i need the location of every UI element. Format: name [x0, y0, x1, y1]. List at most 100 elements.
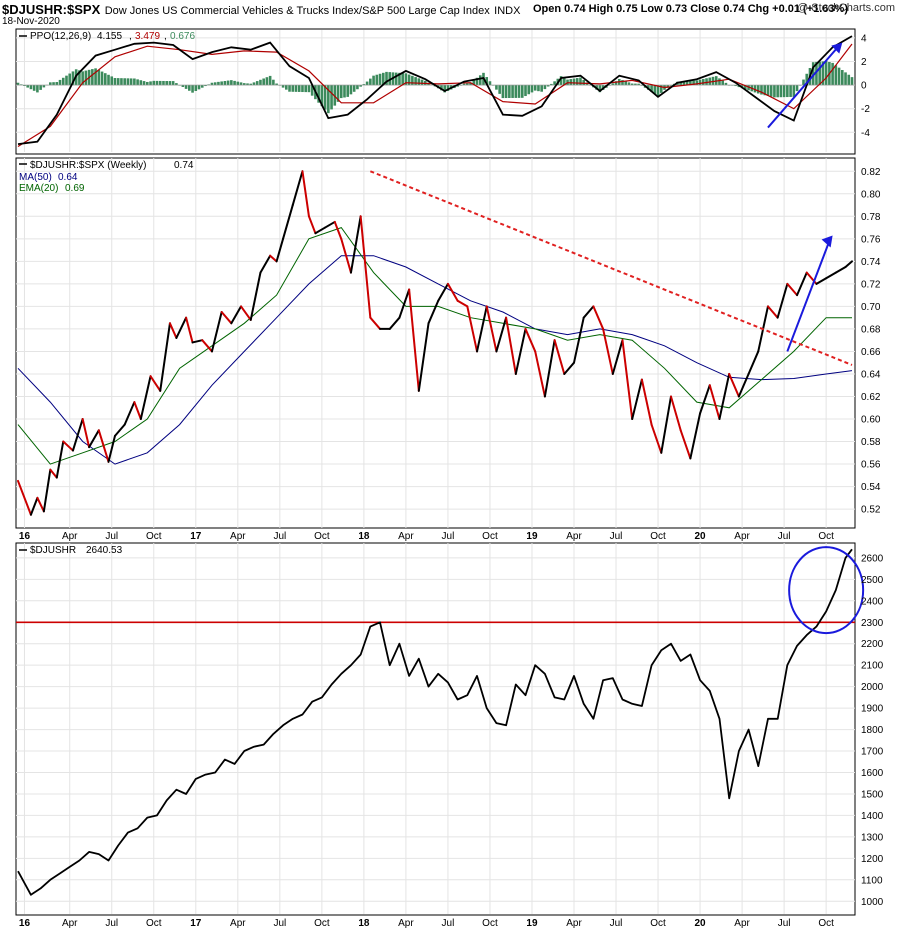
ratio-price-segment [71, 418, 84, 452]
ratio-price-segment [107, 434, 116, 463]
ratio-price-segment [168, 322, 178, 339]
y-tick-label: 1200 [861, 854, 884, 865]
ratio-price-segment [324, 220, 336, 229]
ratio-price-segment [220, 311, 233, 325]
ratio-price-segment [446, 282, 459, 302]
ratio-panel-frame [15, 157, 856, 529]
ppo-histogram-bar [139, 80, 143, 86]
y-tick-label: 2100 [861, 661, 884, 672]
ratio-price-segment [408, 288, 420, 392]
ppo-histogram-bar [346, 85, 350, 97]
ratio-price-segment [437, 282, 449, 302]
ppo-histogram-bar [68, 73, 72, 86]
ratio-price-segment [427, 299, 440, 325]
ratio-price-segment [718, 372, 731, 421]
ppo-histogram-bar [97, 69, 101, 86]
ppo-histogram-bar [275, 83, 278, 86]
x-tick-label: Oct [818, 918, 834, 929]
ppo-histogram-bar [252, 82, 256, 86]
ppo-histogram-bar [543, 85, 547, 90]
x-tick-label: Jul [442, 918, 455, 929]
low-label: Low [640, 3, 663, 15]
ppo-histogram-bar [718, 78, 721, 86]
chart-header: $DJUSHR:$SPX Dow Jones US Commercial Veh… [2, 1, 898, 17]
ma50-line [17, 255, 853, 465]
ppo-histogram-bar [158, 80, 162, 86]
ppo-histogram-bar [721, 80, 724, 86]
ppo-histogram-bar [146, 81, 149, 86]
ratio-price-segment [534, 350, 546, 398]
ratio-price-segment [466, 305, 479, 353]
ppo-histogram-bar [123, 78, 126, 86]
ratio-price-segment [398, 288, 411, 319]
ppo-histogram-bar [120, 78, 123, 86]
ppo-histogram-bar [611, 83, 615, 86]
ppo-histogram-bar [301, 85, 304, 93]
x-tick-label: 19 [526, 531, 538, 542]
y-tick-label: 0.58 [861, 437, 881, 448]
ratio-price-segment [766, 305, 779, 319]
ppo-histogram-bar [805, 73, 809, 86]
ppo-histogram-bar [116, 78, 120, 86]
y-tick-label: 0.60 [861, 415, 881, 426]
ppo-histogram-bar [569, 79, 573, 86]
ppo-histogram-bar [698, 79, 702, 86]
y-tick-label: 0.68 [861, 324, 881, 335]
ppo-histogram-bar [162, 80, 165, 86]
ppo-histogram-bar [634, 83, 637, 86]
ratio-price-segment [505, 316, 517, 375]
ratio-price-segment [844, 260, 853, 268]
ppo-histogram-bar [356, 85, 359, 90]
ppo-histogram-bar [747, 85, 750, 91]
breakout-circle [788, 546, 865, 635]
ppo-histogram-bar [404, 73, 408, 86]
ppo-histogram-bar [795, 85, 799, 92]
ppo-legend-value: 4.155 [97, 31, 122, 42]
ppo-histogram-bar [398, 72, 401, 86]
y-tick-label: 0.72 [861, 279, 881, 290]
ppo-histogram-bar [310, 85, 314, 96]
ppo-histogram-bar [763, 85, 767, 96]
ppo-histogram-bar [385, 71, 388, 86]
ppo-histogram-bar [110, 76, 114, 86]
y-tick-label: 0.76 [861, 234, 881, 245]
ppo-histogram-bar [488, 81, 492, 86]
ppo-histogram-bar [776, 85, 779, 98]
x-tick-label: Oct [650, 918, 666, 929]
ppo-histogram-bar [847, 74, 851, 86]
ppo-histogram-bar [705, 78, 708, 86]
y-tick-label: 2400 [861, 596, 884, 607]
x-tick-label: 20 [695, 918, 707, 929]
ppo-histogram-bar [378, 73, 382, 86]
ppo-histogram-bar [133, 78, 136, 86]
ppo-histogram-bar [246, 83, 249, 86]
ppo-histogram-bar [666, 85, 670, 88]
ppo-histogram-bar [411, 75, 414, 86]
ppo-histogram-bar [818, 61, 821, 86]
x-tick-label: 18 [358, 531, 370, 542]
ppo-histogram-bar [443, 85, 446, 93]
x-tick-label: 20 [695, 531, 707, 542]
ppo-histogram-bar [656, 85, 660, 96]
ppo-histogram-bar [624, 81, 628, 86]
ratio-panel [17, 170, 853, 516]
ratio-price-segment [592, 305, 605, 330]
ratio-price-segment [728, 372, 740, 398]
y-tick-label: 0.56 [861, 460, 881, 471]
ppo-histogram-bar [659, 85, 663, 93]
ratio-price-segment [388, 316, 401, 330]
y-tick-label: 0.78 [861, 212, 881, 223]
ppo-histogram-bar [792, 85, 796, 97]
ppo-histogram-bar [327, 85, 330, 114]
ppo-histogram-bar [330, 85, 333, 110]
ratio-price-segment [269, 254, 278, 263]
ppo-histogram-bar [175, 83, 178, 86]
ppo-histogram-bar [239, 82, 243, 86]
y-tick-label: -2 [861, 104, 870, 115]
ema-legend-label: EMA(20) [19, 183, 58, 194]
ppo-histogram-bar [773, 85, 776, 98]
x-tick-label: Oct [314, 918, 330, 929]
ppo-histogram-bar [71, 71, 75, 86]
ratio-price-segment [699, 384, 711, 415]
ppo-histogram-bar [323, 85, 327, 110]
